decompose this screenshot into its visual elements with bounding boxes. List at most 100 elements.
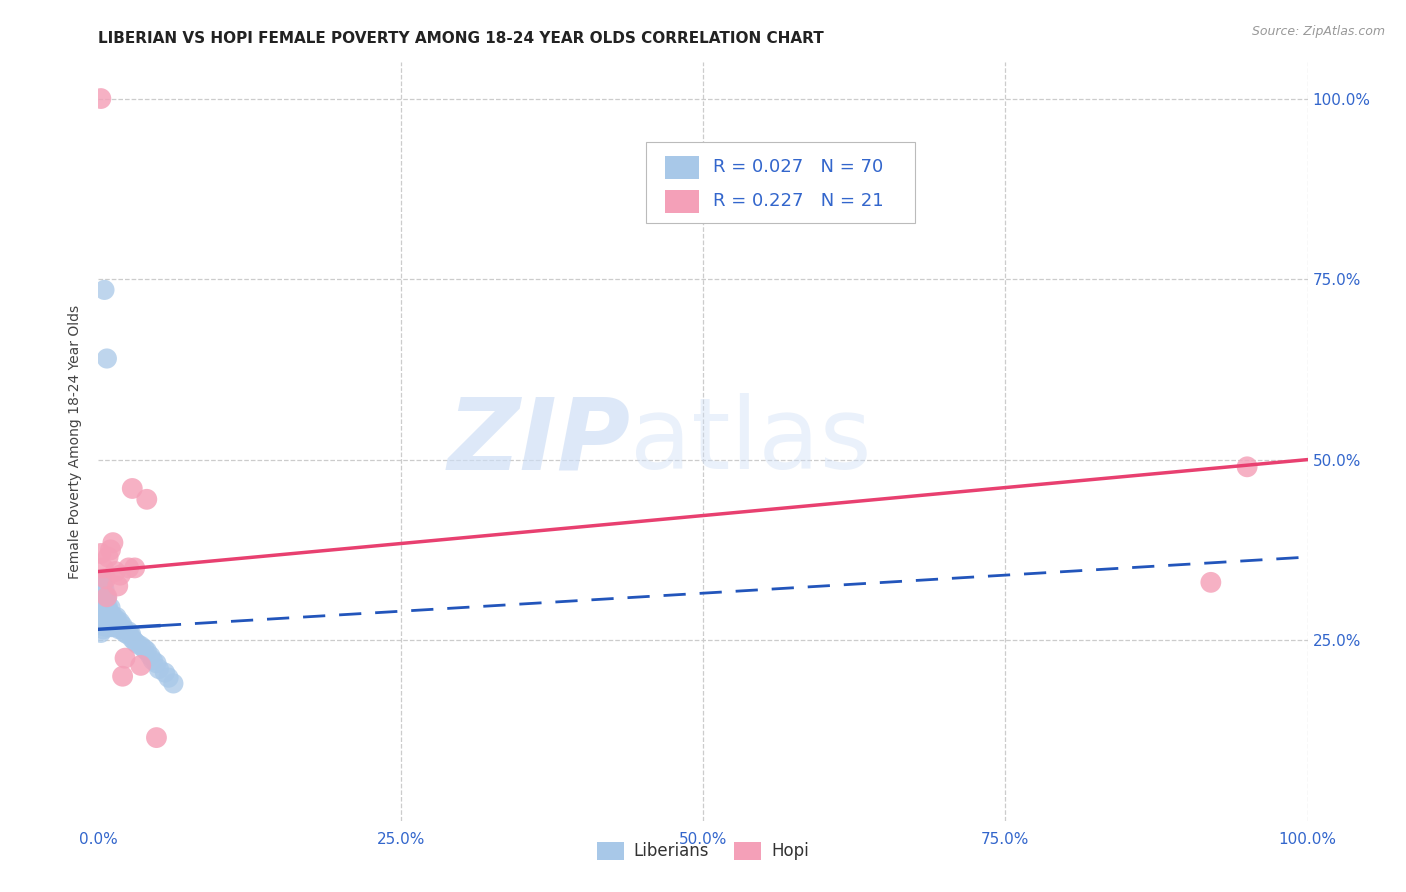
Point [96,620,118,634]
Point [139,648,162,663]
Point [91,611,114,625]
Point [97,610,120,624]
Point [121,632,143,646]
Point [91,597,114,611]
Point [96,591,118,606]
Point [120,627,142,641]
Point [89,611,111,625]
Point [90,91,112,105]
Point [90,546,112,560]
Point [94,572,117,586]
Point [90,586,112,600]
Point [103,618,125,632]
Point [129,639,152,653]
Point [104,565,127,579]
Point [91,579,114,593]
Y-axis label: Female Poverty Among 18-24 Year Olds: Female Poverty Among 18-24 Year Olds [69,304,83,579]
Point [91,600,114,615]
Point [101,535,124,549]
Point [145,657,167,671]
Text: R = 0.227   N = 21: R = 0.227 N = 21 [713,193,883,211]
Point [96,590,118,604]
Text: R = 0.027   N = 70: R = 0.027 N = 70 [713,159,883,177]
Point [90,615,112,629]
Point [121,482,143,496]
Point [145,731,167,745]
Text: atlas: atlas [630,393,872,490]
Point [114,626,136,640]
Point [108,568,131,582]
Point [142,653,165,667]
Point [107,617,129,632]
Point [104,611,127,625]
Point [153,665,176,680]
Point [98,607,121,622]
Point [97,550,120,565]
Legend: Liberians, Hopi: Liberians, Hopi [591,835,815,867]
Point [111,669,134,683]
Point [97,600,120,615]
Point [100,600,122,615]
Point [108,622,131,636]
Point [93,582,115,597]
Point [91,622,114,636]
Point [93,283,115,297]
Point [108,615,131,629]
Point [105,618,128,632]
Point [96,600,118,615]
Point [91,618,114,632]
Point [89,600,111,615]
Point [114,651,136,665]
Point [100,542,122,557]
Point [100,618,122,632]
Point [93,607,115,622]
Point [90,626,112,640]
Point [97,618,120,632]
Point [93,591,115,606]
Point [101,610,124,624]
Point [91,579,114,593]
Point [100,620,122,634]
Point [91,561,114,575]
Point [118,561,141,575]
Point [90,600,112,615]
Point [135,644,157,658]
Point [112,622,135,636]
Point [162,676,184,690]
Point [91,590,114,604]
Point [91,586,114,600]
Point [127,637,149,651]
Point [93,618,115,632]
Point [105,610,128,624]
Point [110,622,132,636]
Point [94,600,117,615]
Point [94,591,117,606]
Text: ZIP: ZIP [447,393,630,490]
Point [91,572,114,586]
Point [117,627,139,641]
Point [1236,459,1258,474]
Point [100,611,122,625]
Point [91,607,114,622]
Point [96,611,118,625]
Point [124,634,146,648]
Point [1199,575,1222,590]
Point [118,624,141,639]
Point [124,561,146,575]
Point [135,492,157,507]
Point [129,658,152,673]
Point [107,579,129,593]
Point [157,671,180,685]
Point [96,351,118,366]
Point [101,620,124,634]
Point [94,618,117,632]
Point [89,590,111,604]
Point [111,618,134,632]
Point [93,600,115,615]
Point [148,662,170,676]
Text: Source: ZipAtlas.com: Source: ZipAtlas.com [1251,25,1385,38]
Point [98,618,121,632]
Point [100,607,122,622]
Point [134,641,156,656]
Point [94,610,117,624]
